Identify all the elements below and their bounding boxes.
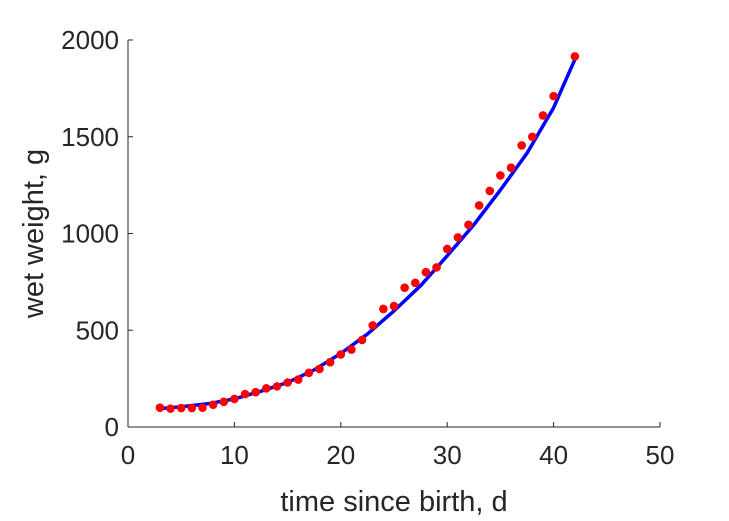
y-tick-label: 2000: [61, 25, 119, 55]
data-point: [400, 283, 409, 292]
y-axis-label: wet weight, g: [18, 149, 50, 319]
data-point: [432, 263, 441, 272]
data-point: [464, 220, 473, 230]
data-point: [506, 163, 516, 173]
axes: 0 10 20 30 40 50 0 500 1000 1500 2000: [61, 25, 674, 470]
data-point: [336, 350, 346, 359]
data-point: [315, 364, 324, 374]
data-point: [453, 233, 463, 242]
x-tick-label: 0: [121, 440, 135, 470]
data-point: [155, 403, 165, 412]
data-point: [368, 321, 378, 330]
x-ticks: 0 10 20 30 40 50: [121, 422, 675, 470]
data-point: [208, 400, 218, 410]
data-point: [325, 357, 335, 367]
y-tick-label: 1000: [61, 219, 119, 249]
data-point: [410, 278, 420, 288]
data-point: [379, 304, 388, 314]
data-point: [219, 397, 229, 407]
data-point: [166, 404, 175, 413]
data-point: [240, 389, 250, 399]
data-point: [304, 368, 314, 378]
data-point: [549, 91, 558, 101]
data-point: [474, 201, 484, 210]
y-ticks: 0 500 1000 1500 2000: [61, 25, 133, 442]
data-point: [262, 384, 271, 393]
x-axis-label: time since birth, d: [280, 486, 507, 518]
fit-curve-line: [158, 57, 577, 411]
x-tick-label: 50: [646, 440, 675, 470]
data-point: [283, 378, 292, 387]
data-point: [293, 375, 303, 384]
plot-series: [155, 52, 580, 413]
x-tick-label: 20: [326, 440, 355, 470]
data-point: [357, 335, 367, 345]
data-point: [570, 52, 580, 61]
data-point: [176, 403, 186, 413]
data-point: [389, 301, 399, 311]
y-tick-label: 0: [105, 412, 119, 442]
data-point: [496, 171, 505, 180]
y-tick-label: 500: [76, 315, 119, 345]
y-tick-label: 1500: [61, 122, 119, 152]
data-point: [517, 141, 526, 150]
x-tick-label: 30: [433, 440, 462, 470]
data-point: [421, 267, 431, 277]
data-point: [442, 244, 452, 254]
data-point: [538, 111, 548, 120]
data-point: [198, 403, 207, 412]
data-point: [485, 186, 495, 196]
data-point: [230, 394, 239, 404]
data-point: [272, 382, 282, 391]
x-tick-label: 10: [220, 440, 249, 470]
data-point: [251, 387, 260, 397]
data-point: [187, 403, 197, 413]
data-point: [528, 132, 537, 142]
x-tick-label: 40: [539, 440, 568, 470]
data-point: [347, 345, 356, 354]
